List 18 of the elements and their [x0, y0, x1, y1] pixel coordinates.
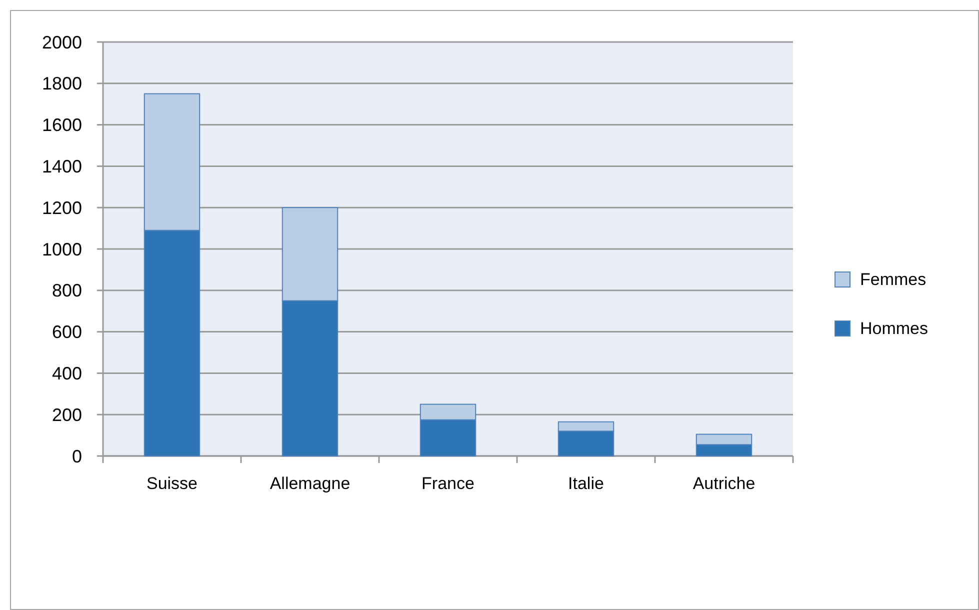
legend-label: Femmes [860, 270, 926, 289]
y-tick-label: 800 [52, 280, 82, 301]
y-tick-label: 200 [52, 404, 82, 425]
y-tick-label: 0 [72, 446, 82, 466]
legend-label: Hommes [860, 318, 928, 338]
y-tick-label: 2000 [42, 32, 82, 52]
x-tick-label: Italie [568, 474, 604, 493]
y-tick-label: 1000 [42, 239, 82, 260]
y-tick-label: 1600 [42, 115, 82, 136]
y-tick-label: 600 [52, 322, 82, 342]
x-tick-label: France [422, 474, 474, 493]
x-tick-label: Autriche [692, 474, 756, 493]
y-tick-label: 400 [52, 364, 82, 384]
y-tick-label: 1200 [42, 198, 82, 218]
y-tick-label: 1800 [42, 74, 82, 94]
y-tick-label: 1400 [42, 156, 82, 176]
x-tick-label: Suisse [146, 474, 198, 493]
x-tick-label: Allemagne [270, 474, 350, 493]
